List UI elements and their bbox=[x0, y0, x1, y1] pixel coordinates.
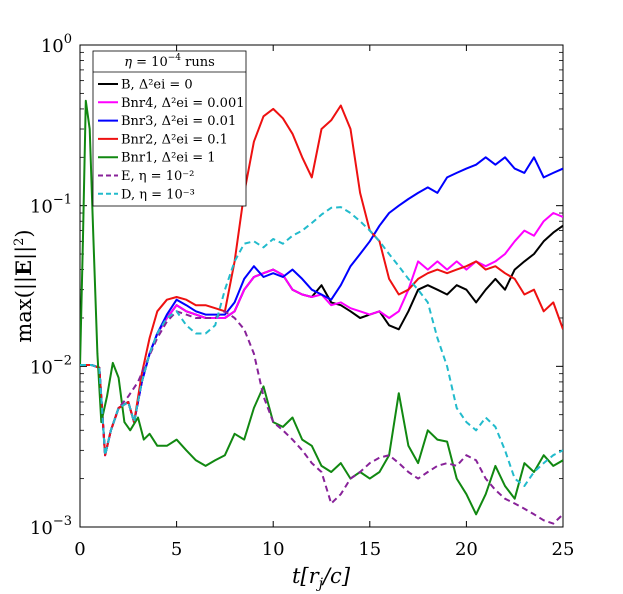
series-line-3 bbox=[80, 104, 563, 457]
x-tick-label: 5 bbox=[171, 539, 182, 560]
series-line-6 bbox=[80, 206, 563, 487]
x-tick-label: 25 bbox=[552, 539, 575, 560]
y-tick-label: 100 bbox=[41, 32, 72, 57]
tick-labels: 0 5 10 15 20 25 10−3 10−2 10−1 100 bbox=[30, 32, 575, 560]
legend-box bbox=[92, 50, 247, 207]
legend: η = 10−4 runs B, Δ²ei = 0 Bnr4, Δ²ei = 0.… bbox=[92, 50, 247, 207]
y-tick-label: 10−3 bbox=[30, 514, 72, 539]
x-tick-label: 0 bbox=[74, 539, 85, 560]
legend-label-0: B, Δ²ei = 0 bbox=[121, 78, 193, 93]
legend-title: η = 10−4 runs bbox=[124, 53, 215, 70]
legend-label-1: Bnr4, Δ²ei = 0.001 bbox=[121, 96, 245, 111]
y-axis-label: max(||E||2) bbox=[11, 229, 37, 342]
x-axis-label: t[rj/c] bbox=[292, 564, 351, 592]
legend-label-3: Bnr2, Δ²ei = 0.1 bbox=[121, 132, 228, 147]
x-tick-label: 15 bbox=[358, 539, 381, 560]
x-tick-label: 20 bbox=[455, 539, 478, 560]
series-layer bbox=[80, 99, 563, 525]
y-tick-label: 10−2 bbox=[30, 353, 72, 378]
legend-label-4: Bnr1, Δ²ei = 1 bbox=[121, 151, 216, 166]
series-line-4 bbox=[80, 99, 563, 516]
axis-ticks bbox=[79, 44, 564, 528]
legend-label-2: Bnr3, Δ²ei = 0.01 bbox=[121, 114, 236, 129]
legend-label-6: D, η = 10⁻³ bbox=[121, 187, 195, 202]
y-tick-label: 10−1 bbox=[30, 193, 72, 218]
x-tick-label: 10 bbox=[262, 539, 285, 560]
legend-label-5: E, η = 10⁻² bbox=[121, 169, 194, 184]
